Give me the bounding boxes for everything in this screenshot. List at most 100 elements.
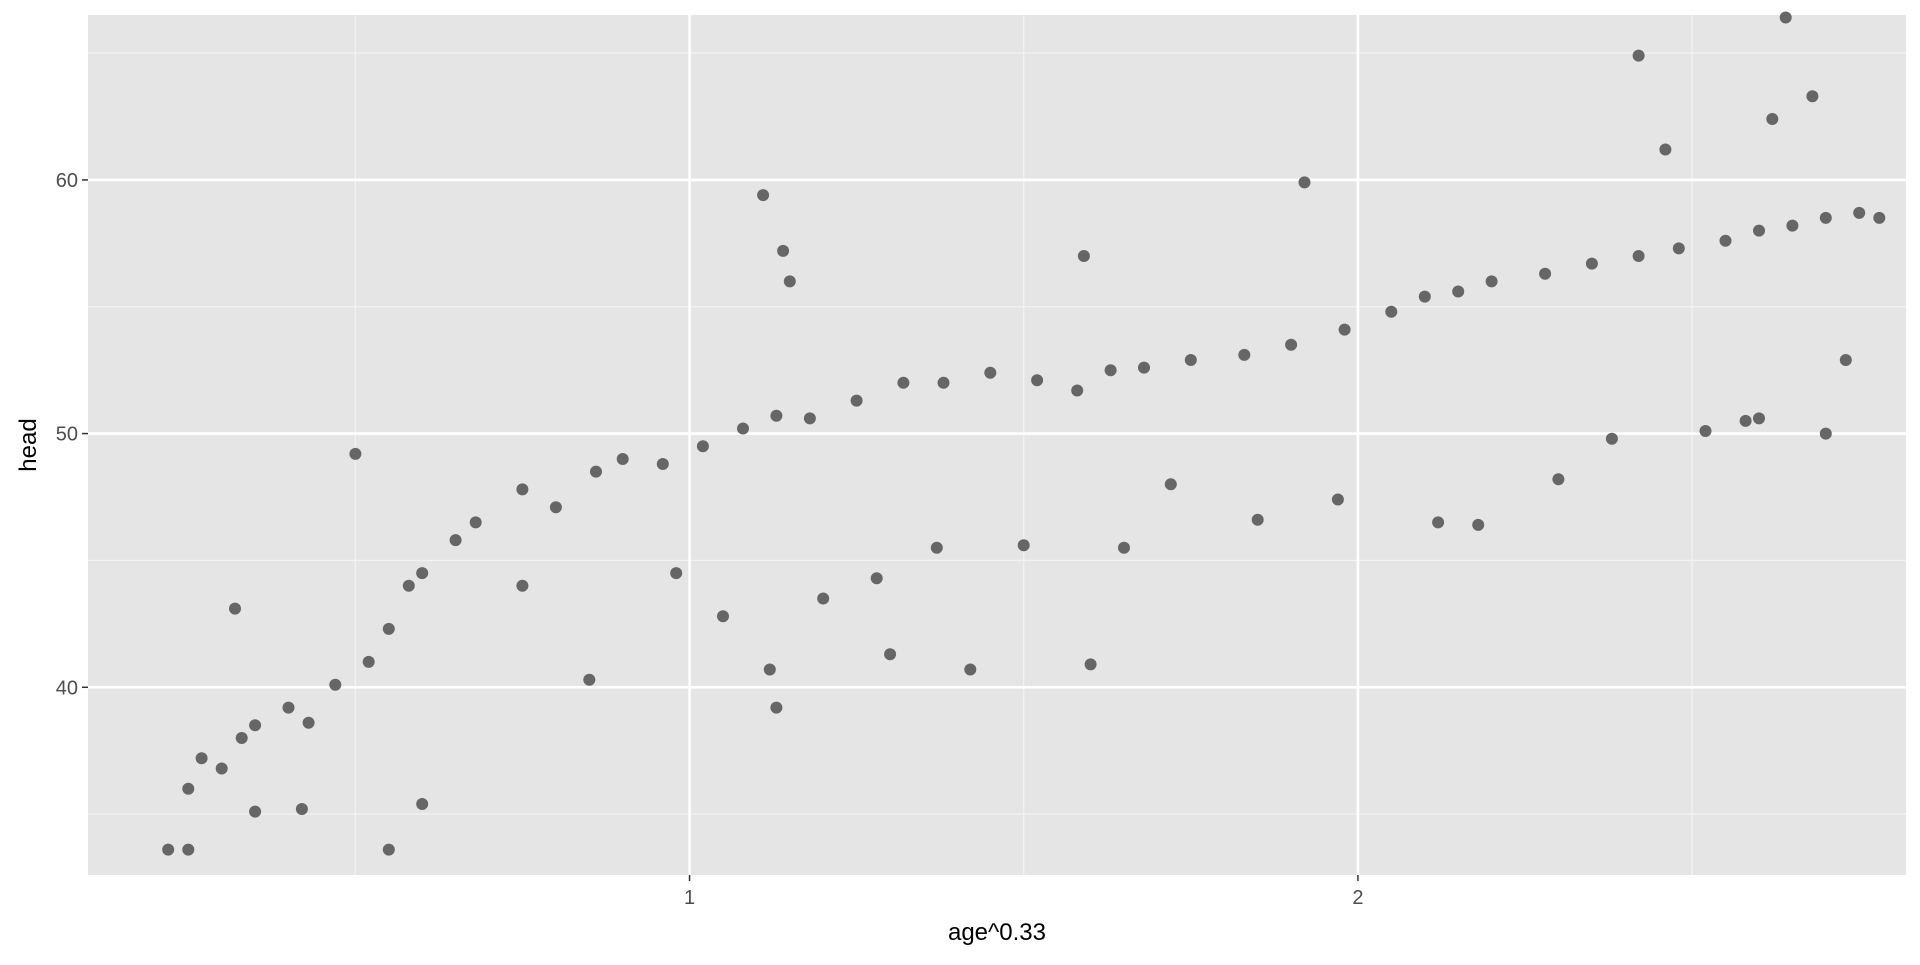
data-point (763, 663, 776, 676)
data-point (1819, 211, 1832, 224)
data-point (329, 678, 342, 691)
data-point (182, 782, 195, 795)
data-point (282, 701, 295, 714)
data-point (1071, 384, 1084, 397)
data-point (1552, 473, 1565, 486)
data-point (964, 663, 977, 676)
data-point (670, 567, 683, 580)
data-point (1104, 364, 1117, 377)
data-point (416, 798, 429, 810)
data-point (770, 409, 783, 422)
data-point (549, 501, 562, 514)
data-point (1659, 143, 1672, 156)
data-point (937, 376, 950, 389)
data-point (656, 458, 669, 470)
data-point (229, 602, 241, 615)
data-point (469, 516, 482, 529)
data-point (1251, 513, 1264, 526)
data-point (1285, 338, 1298, 351)
data-point (783, 275, 796, 288)
data-point (449, 534, 462, 547)
data-point (1699, 425, 1712, 437)
data-point (249, 719, 262, 732)
data-point (382, 622, 395, 635)
data-point (1017, 539, 1030, 552)
data-point (182, 843, 195, 856)
data-point (930, 541, 943, 554)
data-point (590, 465, 602, 478)
data-point (696, 440, 709, 453)
data-point (1839, 354, 1852, 366)
data-point (1873, 211, 1886, 224)
data-point (1753, 224, 1765, 237)
data-point (1786, 219, 1799, 232)
major-gridlines (88, 15, 1906, 875)
y-tick-label: 40 (56, 677, 78, 699)
data-point (1031, 374, 1044, 387)
data-point (1184, 354, 1197, 366)
data-point (616, 453, 629, 465)
data-point (1238, 348, 1251, 361)
y-tick-label: 50 (56, 424, 78, 446)
data-point (817, 592, 830, 605)
minor-gridlines (88, 15, 1906, 875)
data-point (1766, 113, 1779, 125)
data-point (1632, 250, 1645, 262)
data-point (1164, 478, 1177, 491)
data-point (1385, 305, 1398, 318)
data-point (295, 803, 308, 815)
data-point (984, 366, 997, 379)
data-point (249, 805, 262, 818)
data-point (1485, 275, 1498, 288)
data-point (1418, 290, 1431, 303)
data-point (737, 422, 749, 435)
data-point (416, 567, 429, 580)
data-point (162, 843, 175, 856)
data-point (516, 579, 529, 592)
y-tick-label: 60 (56, 170, 78, 192)
data-point (215, 762, 228, 775)
data-point (1138, 361, 1150, 374)
data-point (1432, 516, 1445, 529)
data-point (1739, 414, 1752, 427)
data-point (195, 752, 208, 765)
data-point (1331, 493, 1344, 506)
data-point (1539, 267, 1552, 280)
data-point (1753, 412, 1765, 425)
data-point (349, 447, 362, 460)
data-point (717, 610, 729, 623)
data-point (1472, 518, 1485, 531)
data-point (302, 716, 315, 729)
data-point (1338, 323, 1351, 336)
data-point (516, 483, 529, 496)
data-point (803, 412, 816, 425)
data-point (362, 655, 375, 668)
data-point (1077, 250, 1090, 262)
data-point (757, 189, 770, 202)
data-point (1719, 234, 1732, 247)
data-point (1452, 285, 1465, 298)
x-axis-label: age^0.33 (948, 919, 1046, 946)
y-axis-label: head (15, 418, 42, 471)
data-point (402, 579, 415, 592)
data-point (1298, 176, 1311, 189)
data-point (870, 572, 883, 585)
data-point (1819, 427, 1832, 440)
data-point (583, 673, 596, 686)
data-point (235, 732, 248, 744)
data-point (1806, 90, 1819, 103)
data-point (1853, 206, 1866, 219)
y-axis: 40 50 60 (56, 170, 88, 699)
data-point (884, 648, 897, 661)
data-point (777, 244, 790, 257)
data-point (382, 843, 395, 856)
data-point (1779, 11, 1792, 24)
data-point (897, 376, 910, 389)
data-point (850, 394, 863, 407)
data-point (1605, 432, 1618, 445)
panel-background (88, 15, 1906, 875)
x-tick-label: 2 (1352, 887, 1363, 909)
data-point (1118, 541, 1130, 554)
